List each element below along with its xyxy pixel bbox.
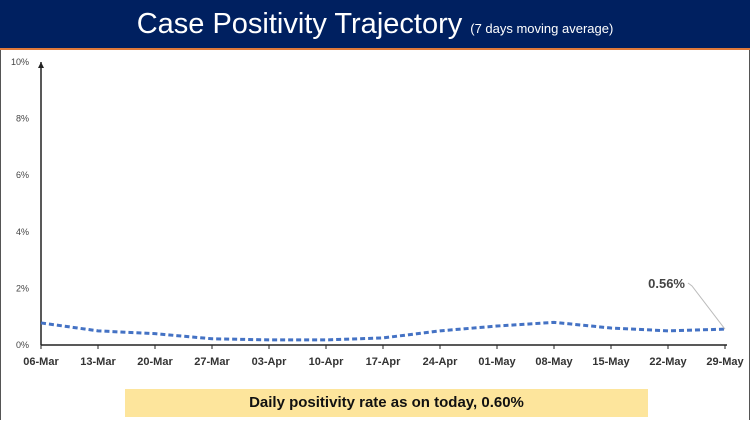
series-line	[40, 320, 726, 342]
chart-title: Case Positivity Trajectory	[136, 8, 463, 40]
x-tick-label: 15-May	[592, 356, 630, 368]
annotation-label: 0.56%	[648, 276, 685, 291]
chart-subtitle: (7 days moving average)	[470, 21, 614, 36]
x-tick-label: 08-May	[535, 356, 573, 368]
x-tick-label: 29-May	[706, 356, 744, 368]
y-tick-label: 4%	[16, 227, 29, 237]
y-tick-label: 8%	[16, 114, 29, 124]
x-tick-label: 20-Mar	[137, 356, 173, 368]
x-tick-label: 24-Apr	[423, 356, 459, 368]
y-tick-label: 10%	[11, 57, 29, 67]
x-tick-label: 13-Mar	[80, 356, 116, 368]
y-tick-label: 0%	[16, 340, 29, 350]
x-tick-label: 10-Apr	[309, 356, 345, 368]
x-tick-label: 01-May	[478, 356, 516, 368]
x-tick-label: 22-May	[649, 356, 687, 368]
y-tick-label: 2%	[16, 283, 29, 293]
title-bar: Case Positivity Trajectory (7 days moving…	[0, 0, 750, 50]
daily-rate-banner: Daily positivity rate as on today, 0.60%	[125, 389, 648, 417]
annotation-leader	[687, 282, 726, 330]
y-axis-arrow	[38, 62, 44, 68]
x-tick-label: 03-Apr	[252, 356, 288, 368]
x-tick-label: 06-Mar	[23, 356, 59, 368]
y-tick-label: 6%	[16, 170, 29, 180]
x-tick-label: 17-Apr	[366, 356, 402, 368]
x-tick-label: 27-Mar	[194, 356, 230, 368]
